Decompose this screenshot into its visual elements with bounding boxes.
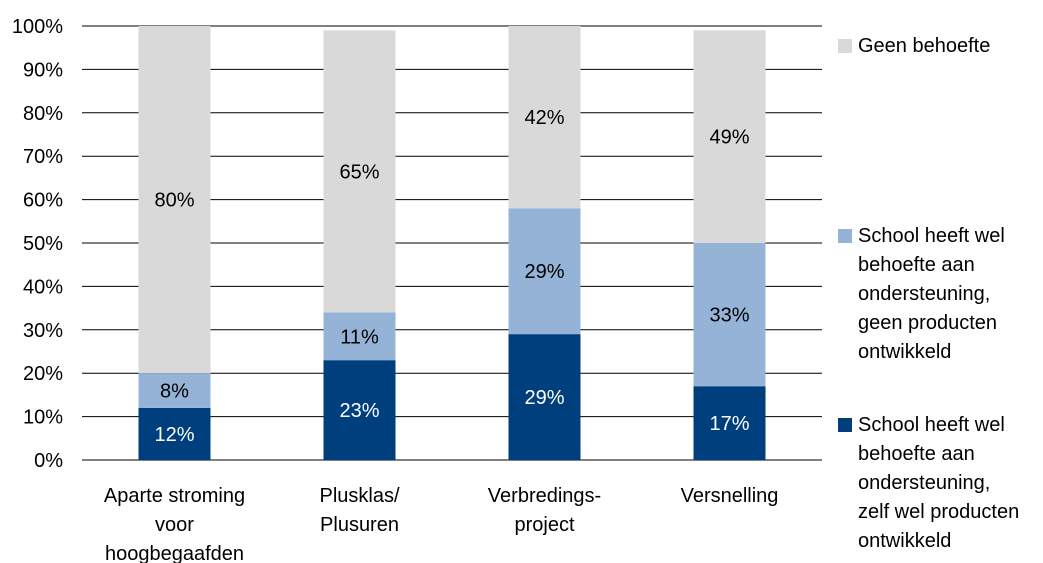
y-tick-label: 50%	[23, 233, 63, 255]
data-label: 65%	[339, 161, 379, 183]
legend-label-line: zelf wel producten	[858, 501, 1020, 523]
y-tick-label: 100%	[12, 16, 63, 38]
bar-segment	[693, 243, 766, 387]
bar-segment	[508, 208, 581, 335]
legend: Geen behoefte School heeft wel behoefte aa…	[838, 0, 1043, 563]
x-axis-category-labels: Aparte stroming voor hoogbegaafden Plusklas…	[104, 485, 779, 563]
bar-segment	[323, 30, 396, 313]
y-tick-label: 60%	[23, 190, 63, 212]
legend-label-line: Geen behoefte	[858, 35, 991, 57]
legend-label-line: ondersteuning,	[858, 283, 991, 305]
data-label: 29%	[524, 261, 564, 283]
x-category-label: Aparte stroming	[104, 485, 245, 507]
bar-segment	[508, 26, 581, 209]
data-labels: 12% 8% 80% 23% 11% 65% 29% 29% 42% 17% 33% 49%	[154, 107, 749, 446]
legend-label: School heeft wel behoefte aan ondersteunin…	[858, 222, 1005, 367]
x-category-label: Plusklas/	[319, 485, 399, 507]
x-category-label: Verbredings-	[488, 485, 601, 507]
data-label: 12%	[154, 424, 194, 446]
bar-segment	[693, 386, 766, 460]
bar-segment	[138, 407, 211, 460]
y-axis-tick-labels: 0% 10% 20% 30% 40% 50% 60% 70% 80% 90% 100%	[12, 16, 63, 472]
data-label: 23%	[339, 400, 379, 422]
y-tick-label: 40%	[23, 276, 63, 298]
data-label: 11%	[340, 326, 379, 348]
x-category-label: Versnelling	[681, 485, 779, 507]
data-label: 42%	[524, 107, 564, 129]
bar-segment	[138, 26, 211, 374]
data-label: 29%	[524, 387, 564, 409]
legend-label: Geen behoefte	[858, 32, 990, 61]
legend-label-line: ondersteuning,	[858, 472, 991, 494]
y-tick-label: 30%	[23, 320, 63, 342]
data-label: 8%	[160, 381, 189, 403]
x-category-label: voor	[155, 514, 194, 536]
x-category-label: Plusuren	[320, 514, 399, 536]
bar-segment	[323, 360, 396, 460]
legend-label-line: behoefte aan	[858, 254, 975, 276]
data-label: 33%	[709, 305, 749, 327]
legend-label-line: ontwikkeld	[858, 341, 952, 363]
bar-segment	[508, 334, 581, 460]
legend-swatch	[838, 418, 852, 432]
legend-swatch	[838, 39, 852, 53]
x-category-label: project	[514, 514, 574, 536]
bar-segment	[138, 373, 211, 408]
legend-label-line: behoefte aan	[858, 443, 975, 465]
y-tick-label: 70%	[23, 146, 63, 168]
data-label: 49%	[709, 127, 749, 149]
legend-label: School heeft wel behoefte aan ondersteunin…	[858, 411, 1019, 556]
y-tick-label: 10%	[23, 407, 63, 429]
legend-label-line: School heeft wel	[858, 414, 1005, 436]
legend-label-line: ontwikkeld	[858, 530, 952, 552]
bar-segment	[323, 312, 396, 361]
y-tick-label: 20%	[23, 363, 63, 385]
x-category-label: hoogbegaafden	[105, 543, 244, 563]
legend-label-line: geen producten	[858, 312, 998, 334]
data-label: 17%	[709, 413, 749, 435]
legend-swatch	[838, 229, 852, 243]
y-tick-label: 0%	[34, 450, 63, 472]
bar-segment	[693, 30, 766, 244]
y-tick-label: 80%	[23, 103, 63, 125]
legend-label-line: School heeft wel	[858, 225, 1005, 247]
bar-segments	[138, 26, 766, 460]
y-tick-label: 90%	[23, 59, 63, 81]
data-label: 80%	[154, 190, 194, 212]
